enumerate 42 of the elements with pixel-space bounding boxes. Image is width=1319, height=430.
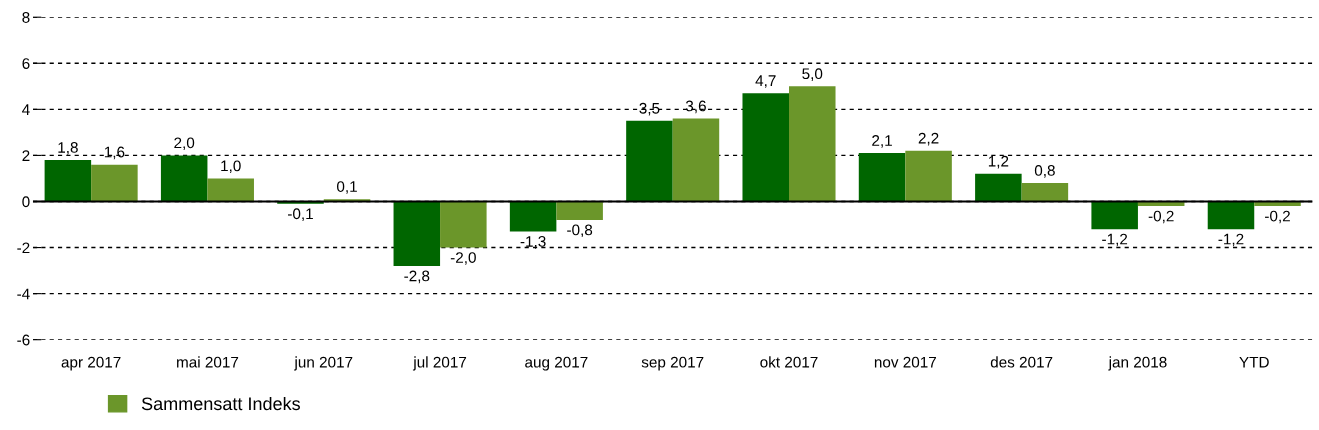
x-tick-label: sep 2017 — [641, 356, 704, 371]
data-label: 2,1 — [872, 135, 892, 148]
data-label: -0,8 — [567, 224, 593, 238]
x-tick-label: apr 2017 — [61, 356, 121, 371]
y-tick-label: -6 — [17, 334, 30, 346]
data-label: -1,3 — [520, 236, 546, 249]
data-label: -1,2 — [1102, 233, 1128, 247]
x-tick-label: nov 2017 — [874, 356, 936, 368]
data-label: 0,1 — [337, 181, 357, 194]
data-label: 1,2 — [988, 155, 1009, 169]
x-tick-label: aug 2017 — [525, 356, 588, 371]
x-tick-label: okt 2017 — [760, 356, 818, 368]
y-tick-label: -2 — [17, 242, 30, 254]
y-tick-label: -4 — [17, 288, 30, 300]
data-label: -1,2 — [1218, 233, 1244, 247]
x-tick-label: des 2017 — [990, 356, 1053, 368]
data-label: 4,7 — [755, 75, 776, 88]
x-tick-label: mai 2017 — [177, 356, 239, 368]
data-label: 1,6 — [104, 146, 125, 160]
y-tick-label: 4 — [22, 104, 30, 115]
y-tick-label: 6 — [22, 58, 30, 69]
legend-label: Sammensatt Indeks — [141, 396, 300, 411]
data-label: -2,0 — [450, 252, 476, 265]
data-label: 2,0 — [174, 137, 195, 151]
data-label: -0,2 — [1265, 210, 1290, 224]
data-label: -0,1 — [288, 208, 313, 221]
x-tick-label: YTD — [1239, 356, 1269, 368]
x-tick-label: jun 2017 — [294, 356, 353, 371]
data-label: -2,8 — [404, 270, 430, 284]
data-label: 3,5 — [639, 102, 660, 116]
y-tick-label: 2 — [22, 150, 30, 161]
data-label: 3,6 — [685, 100, 706, 114]
data-label: 0,8 — [1034, 165, 1055, 178]
x-tick-label: jul 2017 — [412, 356, 467, 371]
data-label: 5,0 — [802, 68, 823, 81]
x-tick-label: jan 2018 — [1108, 356, 1167, 371]
y-tick-label: 8 — [22, 12, 30, 23]
y-tick-label: 0 — [22, 196, 30, 208]
data-label: 1,8 — [58, 142, 78, 155]
data-label: 2,2 — [918, 132, 939, 146]
data-label: 1,0 — [221, 160, 241, 174]
data-label: -0,2 — [1148, 210, 1174, 224]
